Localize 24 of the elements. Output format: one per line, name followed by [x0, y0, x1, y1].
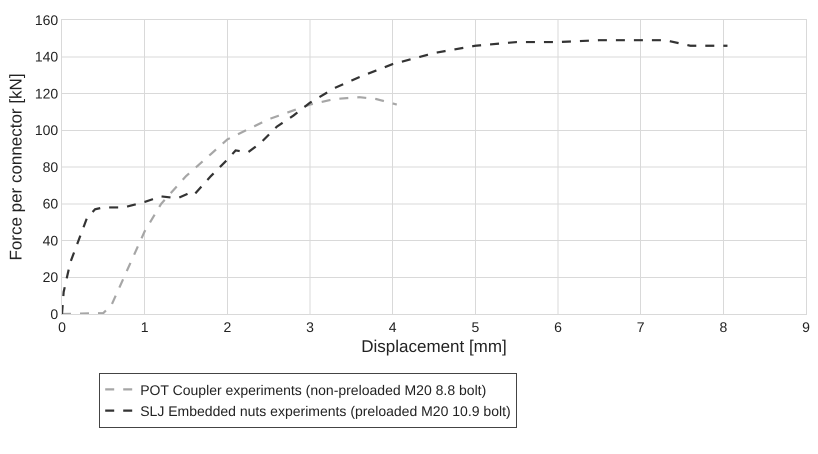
x-tick-label: 4 [388, 318, 397, 335]
y-tick-label: 120 [34, 85, 58, 102]
x-tick-label: 8 [719, 318, 728, 335]
x-tick-label: 6 [554, 318, 562, 335]
x-tick-label: 7 [636, 318, 645, 335]
x-tick-label: 5 [471, 318, 480, 335]
y-tick-label: 20 [42, 269, 58, 286]
y-tick-label: 0 [50, 306, 58, 322]
legend-label: POT Coupler experiments (non-preloaded M20 8.8 bolt) [140, 382, 486, 398]
x-tick-label: 1 [140, 318, 149, 335]
x-tick-label: 9 [802, 318, 810, 335]
y-axis-title: Force per connector [kN] [6, 73, 26, 261]
y-tick-label: 80 [42, 158, 58, 175]
x-tick-label: 2 [223, 318, 232, 335]
legend-label: SLJ Embedded nuts experiments (preloaded M20 10.9 bolt) [140, 403, 511, 420]
line-series [62, 96, 398, 314]
line-series [62, 39, 729, 314]
x-axis-title: Displacement [mm] [361, 337, 507, 356]
y-tick-label: 140 [34, 48, 58, 65]
y-tick-label: 100 [34, 122, 58, 138]
x-tick-label: 3 [306, 318, 314, 335]
y-tick-label: 40 [42, 232, 58, 248]
y-tick-label: 60 [42, 196, 58, 212]
y-tick-label: 160 [34, 12, 58, 28]
